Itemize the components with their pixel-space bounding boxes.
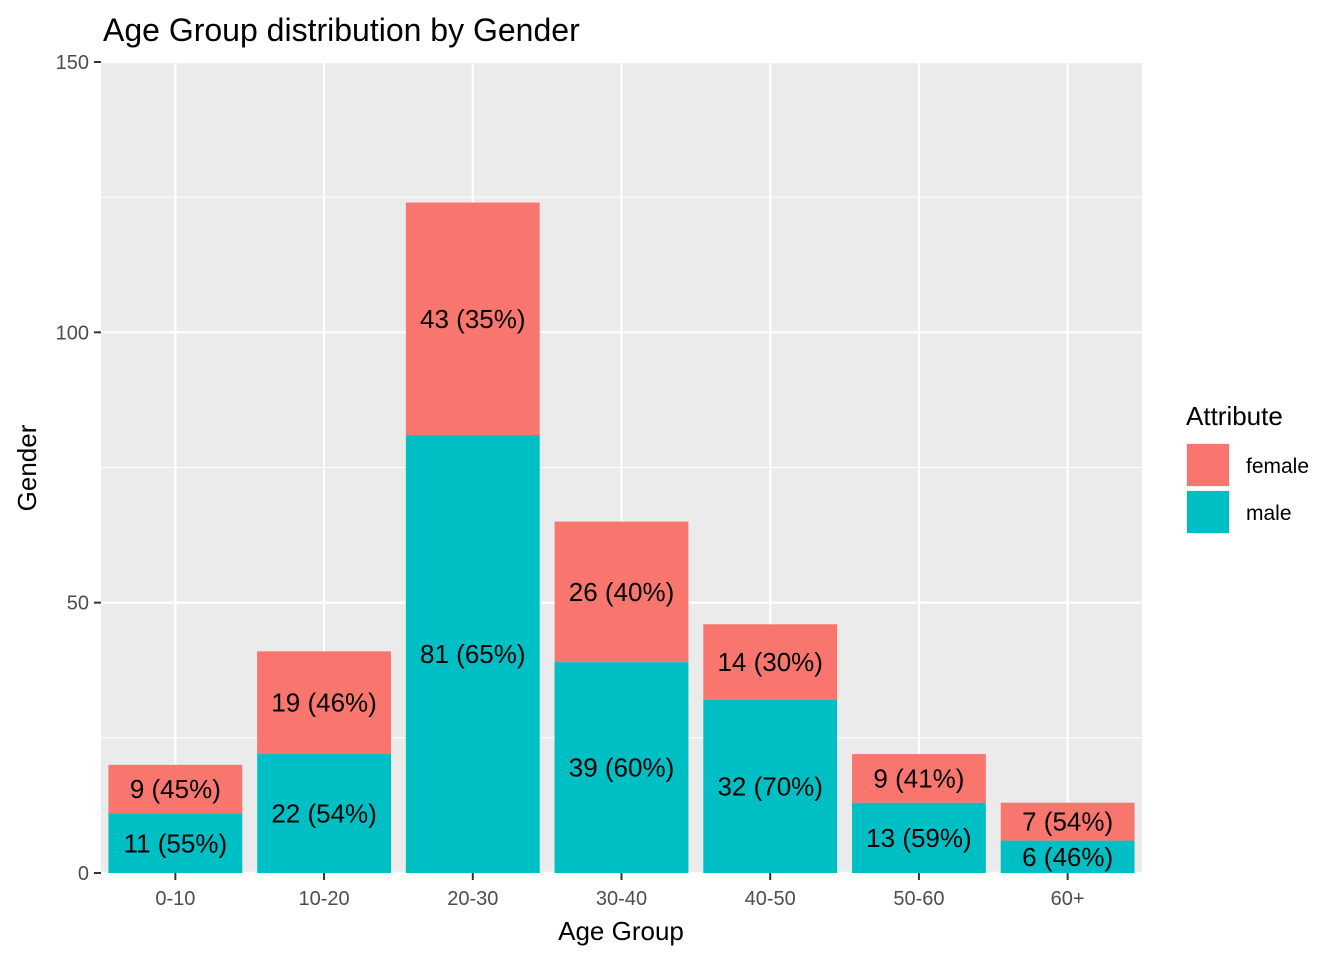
y-axis-title: Gender <box>12 424 42 511</box>
y-tick-label: 0 <box>78 863 89 885</box>
y-axis: 0 50 100 150 <box>56 52 101 885</box>
x-tick-label: 10-20 <box>298 888 349 910</box>
bar-male-40-50 <box>703 699 838 873</box>
bar-label-female-20-30: 43 (35%) <box>420 304 526 334</box>
x-tick-label: 20-30 <box>447 888 498 910</box>
bar-male-10-20 <box>257 754 391 873</box>
bar-label-male-50-60: 13 (59%) <box>866 823 972 853</box>
legend-key-male <box>1187 491 1229 533</box>
bar-female-10-20 <box>257 651 391 755</box>
y-tick-label: 100 <box>56 322 89 344</box>
bar-male-30-40 <box>554 662 689 873</box>
y-tick-label: 150 <box>56 52 89 74</box>
x-tick-label: 50-60 <box>893 888 944 910</box>
bar-label-female-30-40: 26 (40%) <box>569 577 675 607</box>
legend-label-male: male <box>1246 502 1292 525</box>
bar-female-0-10 <box>108 764 243 814</box>
x-tick-label: 30-40 <box>596 888 647 910</box>
bar-label-male-10-20: 22 (54%) <box>271 799 377 829</box>
x-axis: 0-10 10-20 20-30 30-40 40-50 50-60 60+ <box>155 873 1085 910</box>
bar-male-50-60 <box>852 802 986 873</box>
bar-label-male-60+: 6 (46%) <box>1022 842 1113 872</box>
bars <box>108 202 1135 873</box>
bar-label-female-40-50: 14 (30%) <box>717 647 823 677</box>
legend-key-female <box>1187 444 1229 486</box>
bar-labels: 11 (55%) 9 (45%) 22 (54%) 19 (46%) 81 (65%) 4… <box>124 304 1114 872</box>
chart-title: Age Group distribution by Gender <box>103 12 580 48</box>
bar-male-0-10 <box>108 813 243 873</box>
bar-label-female-50-60: 9 (41%) <box>873 763 964 793</box>
bar-female-30-40 <box>554 521 689 663</box>
legend-label-female: female <box>1246 455 1309 478</box>
bar-female-60+ <box>1000 802 1135 841</box>
bar-male-20-30 <box>405 435 540 873</box>
bar-label-female-10-20: 19 (46%) <box>271 688 377 718</box>
bar-female-50-60 <box>852 754 986 803</box>
legend: Attribute female male <box>1186 401 1309 534</box>
bar-label-male-40-50: 32 (70%) <box>717 771 823 801</box>
bar-label-male-0-10: 11 (55%) <box>124 828 228 858</box>
bar-label-female-0-10: 9 (45%) <box>130 774 221 804</box>
x-tick-label: 40-50 <box>745 888 796 910</box>
bar-male-60+ <box>1000 840 1135 873</box>
bar-female-40-50 <box>703 624 838 700</box>
x-axis-title: Age Group <box>558 916 684 946</box>
bar-female-20-30 <box>405 202 540 436</box>
x-tick-label: 0-10 <box>155 888 195 910</box>
bar-label-male-30-40: 39 (60%) <box>569 753 675 783</box>
x-tick-label: 60+ <box>1051 888 1085 910</box>
y-tick-label: 50 <box>67 593 89 615</box>
bar-label-male-20-30: 81 (65%) <box>420 639 526 669</box>
bar-label-female-60+: 7 (54%) <box>1022 807 1113 837</box>
legend-title: Attribute <box>1186 401 1283 431</box>
